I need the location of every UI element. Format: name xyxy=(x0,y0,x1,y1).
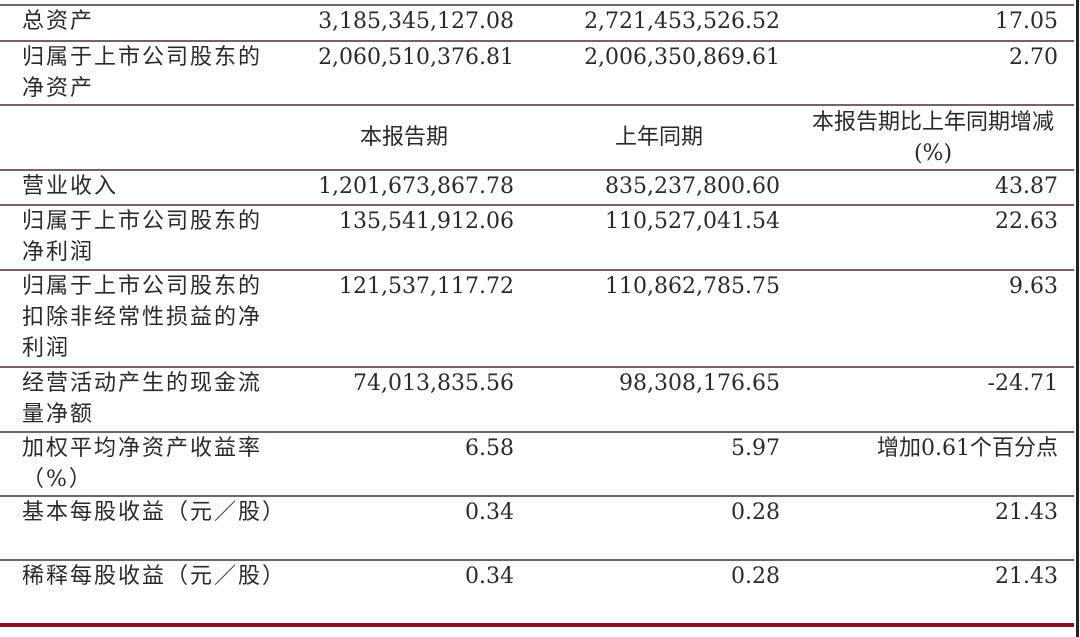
change-value: 21.43 xyxy=(792,495,1074,560)
row-label: 经营活动产生的现金流量净额 xyxy=(0,366,282,432)
row-label: 归属于上市公司股东的净资产 xyxy=(0,40,282,105)
financial-data-table: 总资产 3,185,345,127.08 2,721,453,526.52 17… xyxy=(0,4,1074,627)
row-label: 总资产 xyxy=(0,4,282,41)
change-value: 22.63 xyxy=(792,204,1074,270)
current-value: 135,541,912.06 xyxy=(282,204,526,270)
current-value: 121,537,117.72 xyxy=(282,269,526,367)
row-label: 归属于上市公司股东的扣除非经常性损益的净利润 xyxy=(0,269,282,367)
table-row: 归属于上市公司股东的净资产 2,060,510,376.81 2,006,350… xyxy=(0,40,1074,105)
previous-value: 98,308,176.65 xyxy=(526,366,792,432)
previous-value: 2,006,350,869.61 xyxy=(526,40,792,105)
table-row: 归属于上市公司股东的净利润 135,541,912.06 110,527,041… xyxy=(0,204,1074,270)
header-previous: 上年同期 xyxy=(526,104,792,170)
row-label: 基本每股收益（元／股） xyxy=(0,495,284,560)
current-value: 74,013,835.56 xyxy=(282,366,526,432)
table-row: 营业收入 1,201,673,867.78 835,237,800.60 43.… xyxy=(0,169,1074,205)
current-value: 0.34 xyxy=(282,559,526,627)
row-label: 稀释每股收益（元／股） xyxy=(0,559,284,627)
row-label: 营业收入 xyxy=(0,169,282,205)
table-row: 基本每股收益（元／股） 0.34 0.28 21.43 xyxy=(0,495,1074,560)
previous-value: 5.97 xyxy=(526,431,792,496)
change-value: 9.63 xyxy=(792,269,1074,367)
change-value: 2.70 xyxy=(792,40,1074,105)
change-value: 21.43 xyxy=(792,559,1074,627)
previous-value: 0.28 xyxy=(526,495,792,560)
header-current: 本报告期 xyxy=(282,104,526,170)
previous-value: 835,237,800.60 xyxy=(526,169,792,205)
current-value: 3,185,345,127.08 xyxy=(282,4,526,41)
change-value: 增加0.61个百分点 xyxy=(792,431,1074,496)
table-row: 稀释每股收益（元／股） 0.34 0.28 21.43 xyxy=(0,559,1074,627)
current-value: 0.34 xyxy=(282,495,526,560)
table-row: 总资产 3,185,345,127.08 2,721,453,526.52 17… xyxy=(0,4,1074,41)
table-row: 加权平均净资产收益率（%） 6.58 5.97 增加0.61个百分点 xyxy=(0,431,1074,496)
row-label: 归属于上市公司股东的净利润 xyxy=(0,204,282,270)
current-value: 6.58 xyxy=(282,431,526,496)
change-value: 17.05 xyxy=(792,4,1074,41)
table-row: 归属于上市公司股东的扣除非经常性损益的净利润 121,537,117.72 11… xyxy=(0,269,1074,367)
row-label: 加权平均净资产收益率（%） xyxy=(0,431,282,496)
change-value: 43.87 xyxy=(792,169,1074,205)
current-value: 2,060,510,376.81 xyxy=(282,40,526,105)
previous-value: 0.28 xyxy=(526,559,792,627)
previous-value: 110,862,785.75 xyxy=(526,269,792,367)
current-value: 1,201,673,867.78 xyxy=(282,169,526,205)
previous-value: 2,721,453,526.52 xyxy=(526,4,792,41)
table-row: 经营活动产生的现金流量净额 74,013,835.56 98,308,176.6… xyxy=(0,366,1074,432)
change-value: -24.71 xyxy=(792,366,1074,432)
previous-value: 110,527,041.54 xyxy=(526,204,792,270)
header-change: 本报告期比上年同期增减(%) xyxy=(792,104,1074,170)
header-row: 本报告期 上年同期 本报告期比上年同期增减(%) xyxy=(0,104,1074,170)
